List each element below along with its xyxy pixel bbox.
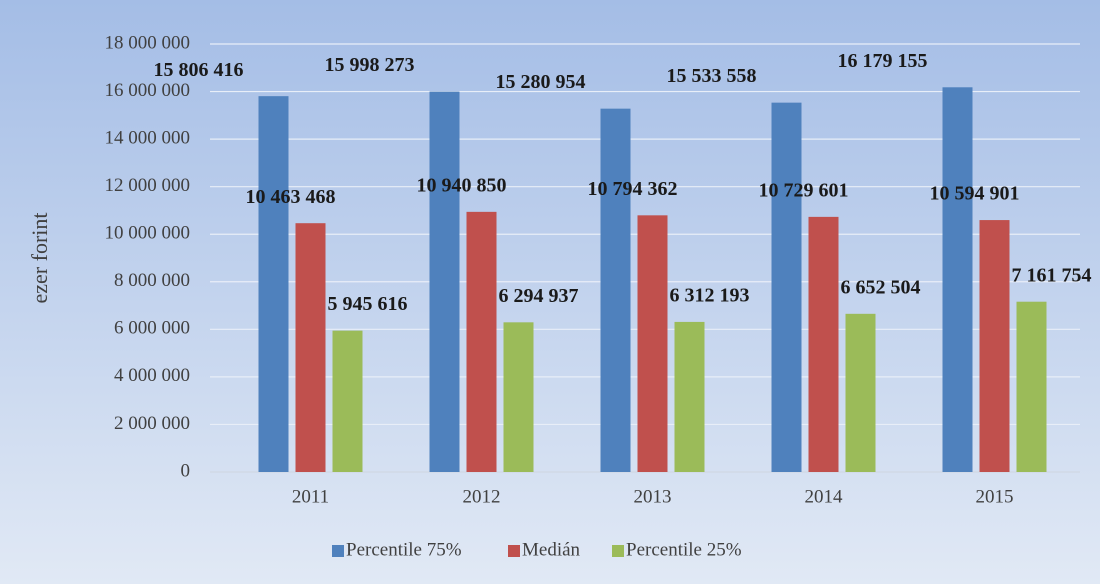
- bar: [845, 313, 876, 472]
- y-tick-label: 14 000 000: [105, 127, 191, 148]
- data-label: 10 794 362: [588, 178, 678, 200]
- data-label: 6 294 937: [499, 285, 579, 307]
- x-tick-label: 2014: [805, 486, 844, 507]
- x-tick-label: 2013: [634, 486, 672, 507]
- legend-swatch: [332, 545, 344, 557]
- bar: [637, 215, 668, 473]
- bar: [808, 216, 839, 472]
- legend-label: Percentile 25%: [626, 539, 742, 560]
- x-tick-label: 2011: [292, 486, 329, 507]
- data-label: 16 179 155: [838, 50, 928, 72]
- y-tick-label: 0: [181, 460, 191, 481]
- data-label: 15 806 416: [154, 59, 244, 81]
- data-label: 15 280 954: [496, 71, 586, 93]
- bar: [674, 321, 705, 472]
- legend-swatch: [612, 545, 624, 557]
- y-axis-title: ezer forint: [27, 213, 52, 304]
- bar: [466, 211, 497, 473]
- bar: [942, 87, 973, 472]
- bar: [332, 330, 363, 472]
- bar: [979, 220, 1010, 472]
- data-label: 10 940 850: [417, 174, 507, 196]
- data-label: 10 463 468: [246, 186, 336, 208]
- x-tick-label: 2015: [976, 486, 1014, 507]
- bar: [600, 108, 631, 473]
- data-label: 15 533 558: [667, 65, 757, 87]
- y-tick-label: 4 000 000: [114, 365, 190, 386]
- bar: [258, 96, 289, 472]
- legend-label: Percentile 75%: [346, 539, 462, 560]
- y-tick-label: 18 000 000: [105, 32, 191, 53]
- x-tick-label: 2012: [463, 486, 501, 507]
- y-tick-label: 2 000 000: [114, 413, 190, 434]
- bar: [1016, 301, 1047, 472]
- data-label: 6 652 504: [841, 276, 921, 298]
- bar: [771, 102, 802, 472]
- data-label: 10 594 901: [930, 183, 1020, 205]
- bar: [295, 223, 326, 472]
- data-label: 5 945 616: [328, 293, 408, 315]
- legend-label: Medián: [522, 539, 581, 560]
- y-tick-label: 6 000 000: [114, 318, 190, 339]
- bar: [429, 91, 460, 472]
- data-label: 15 998 273: [325, 54, 415, 76]
- y-tick-label: 12 000 000: [105, 175, 191, 196]
- y-tick-label: 16 000 000: [105, 80, 191, 101]
- bar: [503, 322, 534, 472]
- y-tick-label: 8 000 000: [114, 270, 190, 291]
- legend-swatch: [508, 545, 520, 557]
- y-tick-label: 10 000 000: [105, 223, 191, 244]
- data-label: 6 312 193: [670, 285, 750, 307]
- data-label: 7 161 754: [1012, 264, 1092, 286]
- data-label: 10 729 601: [759, 179, 849, 201]
